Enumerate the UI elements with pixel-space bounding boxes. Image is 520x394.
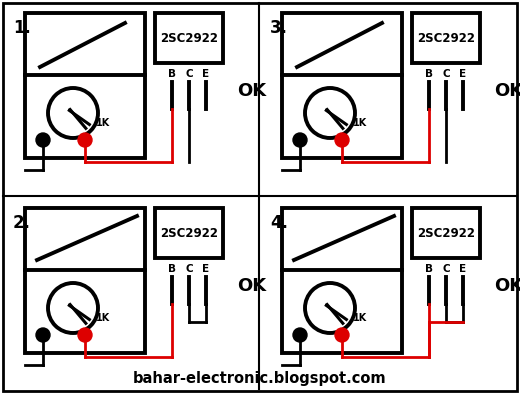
Bar	[412, 13, 480, 63]
Text: B: B	[168, 69, 176, 79]
Text: C: C	[442, 264, 450, 274]
Text: 1K: 1K	[96, 118, 110, 128]
Text: E: E	[202, 264, 210, 274]
Text: E: E	[460, 264, 466, 274]
Text: C: C	[185, 264, 193, 274]
Text: 2SC2922: 2SC2922	[160, 227, 218, 240]
Text: OK: OK	[494, 82, 520, 100]
Text: 3.: 3.	[270, 19, 288, 37]
Circle shape	[293, 133, 307, 147]
Text: 2SC2922: 2SC2922	[160, 32, 218, 45]
Text: C: C	[185, 69, 193, 79]
Text: C: C	[442, 69, 450, 79]
Bar	[25, 208, 145, 353]
Circle shape	[335, 133, 349, 147]
Bar	[25, 13, 145, 158]
Bar	[155, 13, 223, 63]
Text: 1K: 1K	[353, 118, 367, 128]
Text: bahar-electronic.blogspot.com: bahar-electronic.blogspot.com	[133, 370, 387, 385]
Text: OK: OK	[237, 82, 266, 100]
Text: E: E	[202, 69, 210, 79]
Text: 2SC2922: 2SC2922	[417, 32, 475, 45]
Text: E: E	[460, 69, 466, 79]
Circle shape	[293, 328, 307, 342]
Circle shape	[48, 88, 98, 138]
Bar	[282, 208, 402, 353]
Bar	[412, 208, 480, 258]
Circle shape	[335, 328, 349, 342]
Bar	[282, 13, 402, 158]
Circle shape	[48, 283, 98, 333]
Text: B: B	[425, 264, 433, 274]
Circle shape	[36, 133, 50, 147]
Circle shape	[305, 88, 355, 138]
Text: B: B	[425, 69, 433, 79]
Circle shape	[305, 283, 355, 333]
Text: B: B	[168, 264, 176, 274]
Circle shape	[78, 328, 92, 342]
Text: OK: OK	[494, 277, 520, 295]
Bar	[155, 208, 223, 258]
Circle shape	[78, 133, 92, 147]
Text: 1K: 1K	[96, 313, 110, 323]
Text: 1.: 1.	[13, 19, 31, 37]
Text: 2.: 2.	[13, 214, 31, 232]
Text: 2SC2922: 2SC2922	[417, 227, 475, 240]
Text: OK: OK	[237, 277, 266, 295]
Circle shape	[36, 328, 50, 342]
Text: 1K: 1K	[353, 313, 367, 323]
Text: 4.: 4.	[270, 214, 288, 232]
